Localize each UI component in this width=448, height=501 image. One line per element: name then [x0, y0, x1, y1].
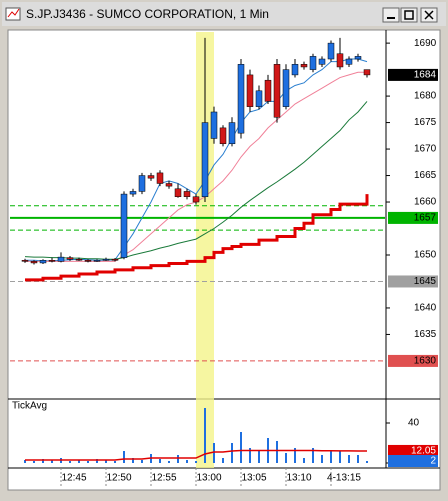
candle-body: [237, 64, 245, 134]
candle-body: [255, 90, 263, 107]
x-tick-label: 12:45: [61, 473, 86, 484]
candle-body: [21, 260, 29, 262]
value-badge: [388, 211, 438, 224]
candle-body: [264, 79, 272, 102]
y-tick-label: 1660: [414, 197, 437, 208]
candle-body: [246, 74, 254, 107]
candle-body: [327, 42, 335, 60]
candle-body: [201, 122, 209, 197]
y-tick-label: 1665: [414, 170, 437, 181]
x-tick-label: 12:55: [151, 473, 176, 484]
x-tick-label: 4-13:15: [327, 473, 361, 484]
window-icon: [5, 7, 21, 21]
candle-body: [174, 188, 182, 197]
x-tick-label: 13:00: [196, 473, 221, 484]
candle-body: [282, 69, 290, 107]
value-badge-label: 1657: [414, 213, 437, 224]
candle-body: [102, 258, 110, 261]
value-badge: [388, 354, 438, 367]
x-tick-label: 13:05: [241, 473, 266, 484]
candle-body: [345, 58, 353, 65]
candle-body: [48, 260, 56, 262]
candle-body: [57, 256, 65, 262]
candle-body: [75, 258, 83, 261]
candle-body: [318, 58, 326, 65]
y-tick-label: 1640: [414, 303, 437, 314]
candle-body: [273, 64, 281, 118]
y-tick-label: 1670: [414, 144, 437, 155]
candle-body: [129, 191, 137, 195]
candle-body: [300, 64, 308, 68]
panel-title: TickAvg: [12, 401, 47, 412]
candle-body: [183, 191, 191, 197]
x-tick-label: 12:50: [106, 473, 131, 484]
close-glyph: [424, 10, 434, 20]
maximize-glyph: [404, 10, 414, 20]
candle-body: [309, 56, 317, 70]
x-tick-label: 13:10: [286, 473, 311, 484]
indicator-line: [24, 101, 368, 260]
value-badge-label: 12.05: [411, 446, 436, 457]
y-tick-label: 1680: [414, 91, 437, 102]
value-badge: [388, 275, 438, 288]
candle-body: [138, 175, 146, 192]
candle-body: [165, 183, 173, 187]
plot: 1635164016501660166516701675168016900401…: [10, 38, 438, 486]
y-tick-label: 1635: [414, 329, 437, 340]
value-badge-label: 2: [430, 456, 436, 467]
y-tick-label: 1675: [414, 117, 437, 128]
candle-body: [120, 193, 128, 258]
candle-body: [84, 260, 92, 262]
indicator-line: [25, 449, 367, 461]
y-tick-label: 1690: [414, 38, 437, 49]
minimize-button[interactable]: [382, 7, 400, 23]
value-badge-label: 1630: [414, 356, 437, 367]
value-badge: [388, 68, 438, 81]
candle-body: [93, 260, 101, 262]
y-tick-label: 40: [408, 418, 420, 429]
candle-body: [30, 261, 38, 264]
maximize-button[interactable]: [400, 7, 418, 23]
candle-body: [192, 196, 200, 203]
title-bar: [2, 2, 446, 26]
window-buttons[interactable]: [382, 7, 438, 23]
candle-body: [291, 64, 299, 76]
window-title: S.JP.J3436 - SUMCO CORPORATION, 1 Min: [26, 7, 269, 21]
candle-body: [210, 111, 218, 139]
candle-body: [363, 69, 371, 76]
candle-body: [39, 260, 47, 264]
value-badge-label: 1645: [414, 276, 437, 287]
candle-body: [111, 258, 119, 261]
candle-body: [66, 257, 74, 260]
window-icon-line: [7, 8, 20, 18]
value-badge: [388, 455, 438, 467]
indicator-line: [25, 194, 369, 282]
candle-body: [147, 175, 155, 179]
candle-body: [156, 172, 164, 184]
candle-body: [219, 127, 227, 145]
value-badge-label: 1684: [414, 70, 437, 81]
candle-body: [336, 53, 344, 68]
candle-body: [228, 122, 236, 145]
highlight-band: [196, 32, 214, 468]
y-tick-label: 1650: [414, 250, 437, 261]
candle-body: [354, 56, 362, 60]
value-badge: [388, 444, 438, 457]
